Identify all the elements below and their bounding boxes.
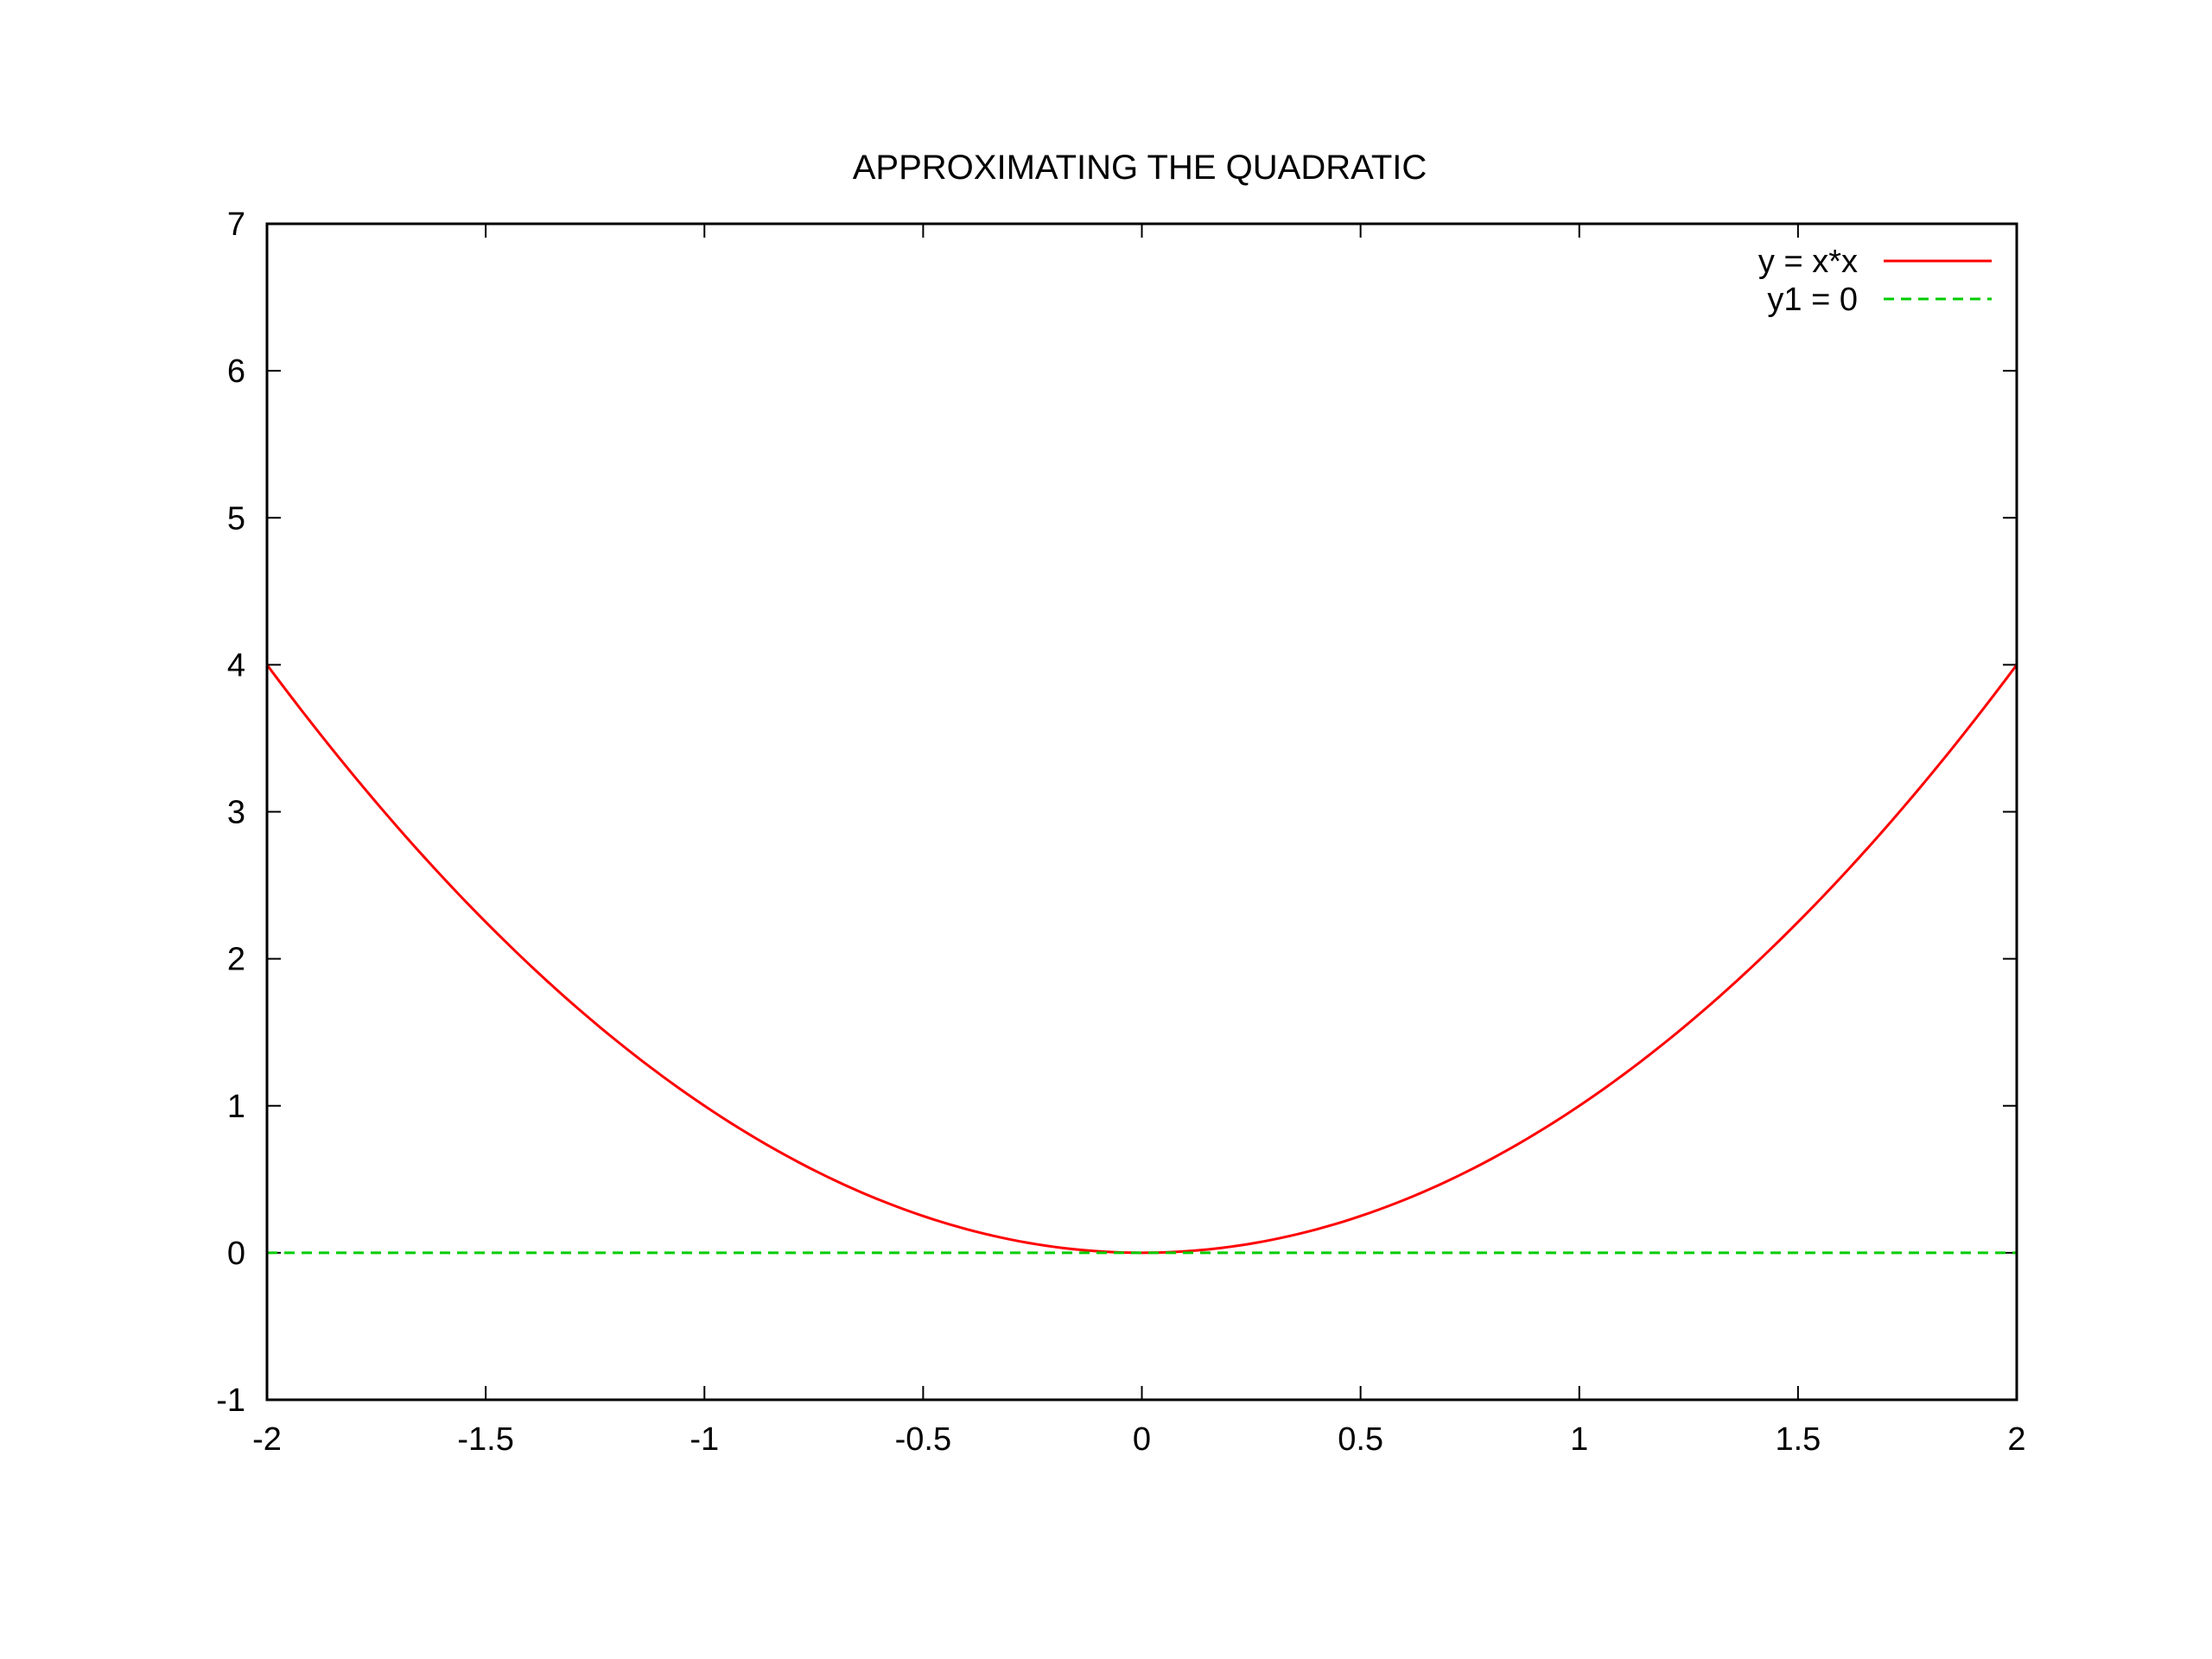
legend-label: y1 = 0 <box>1767 282 1858 318</box>
y-tick-label: 6 <box>227 353 245 390</box>
x-tick-label: -1.5 <box>457 1421 513 1458</box>
legend-label: y = x*x <box>1758 244 1858 280</box>
x-tick-label: 1.5 <box>1775 1421 1821 1458</box>
x-tick-label: 2 <box>2007 1421 2025 1458</box>
chart-title: APPROXIMATING THE QUADRATIC <box>853 149 1427 187</box>
x-tick-label: -2 <box>252 1421 282 1458</box>
y-tick-label: 2 <box>227 942 245 978</box>
x-tick-label: -1 <box>690 1421 719 1458</box>
x-tick-label: 0.5 <box>1338 1421 1383 1458</box>
y-tick-label: 5 <box>227 500 245 537</box>
y-tick-label: 7 <box>227 207 245 243</box>
plot-frame <box>265 222 2018 1402</box>
y-tick-label: 0 <box>227 1236 245 1272</box>
y-tick-label: 1 <box>227 1089 245 1125</box>
y-tick-label: 3 <box>227 795 245 831</box>
series-line-0 <box>265 664 2018 1255</box>
x-tick-label: -0.5 <box>895 1421 951 1458</box>
y-tick-label: -1 <box>216 1382 245 1419</box>
y-tick-label: 4 <box>227 647 245 683</box>
x-tick-label: 1 <box>1570 1421 1588 1458</box>
x-tick-label: 0 <box>1133 1421 1151 1458</box>
